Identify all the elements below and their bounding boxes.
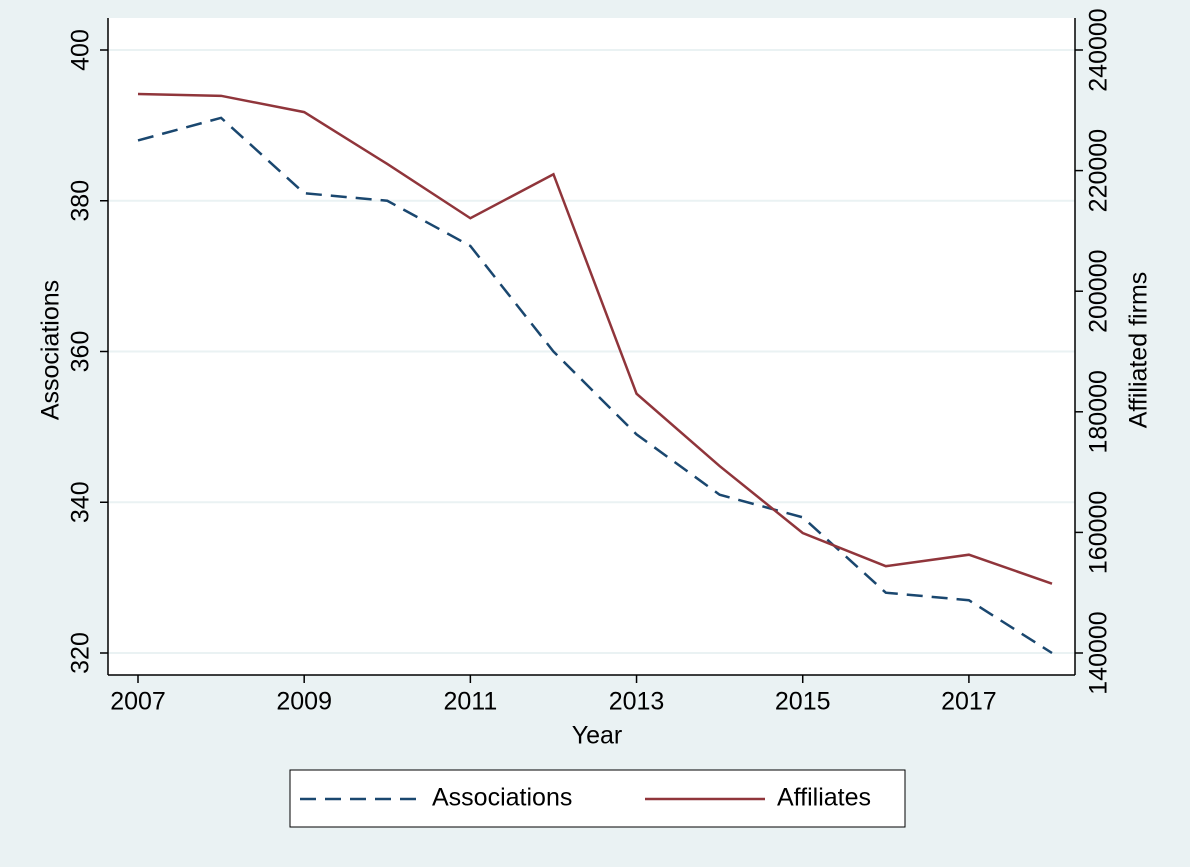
legend-label: Associations [432, 784, 572, 812]
x-tick-label: 2015 [775, 688, 831, 716]
legend-label: Affiliates [777, 784, 871, 812]
legend-box [289, 769, 906, 828]
x-tick-label: 2017 [941, 688, 997, 716]
y2-tick-label: 180000 [1085, 370, 1113, 453]
plot-area [108, 18, 1075, 675]
x-axis-title: Year [572, 722, 623, 750]
y2-tick-label: 200000 [1085, 249, 1113, 332]
x-tick-label: 2009 [276, 688, 332, 716]
y-tick-label: 380 [67, 180, 95, 222]
y-tick-label: 320 [67, 632, 95, 674]
y-axis-title: Associations [37, 280, 65, 420]
y2-tick-label: 160000 [1085, 491, 1113, 574]
y-tick-label: 360 [67, 331, 95, 373]
y-tick-label: 340 [67, 481, 95, 523]
series-line [137, 116, 1053, 655]
y2-tick-label: 220000 [1085, 129, 1113, 212]
x-tick-label: 2007 [110, 688, 166, 716]
series-line [137, 92, 1053, 585]
x-tick-label: 2013 [609, 688, 665, 716]
y2-tick-label: 240000 [1085, 8, 1113, 91]
y-tick-label: 400 [67, 29, 95, 71]
y2-axis-title: Affiliated firms [1125, 272, 1153, 429]
x-tick-label: 2011 [443, 688, 497, 716]
y2-tick-label: 140000 [1085, 611, 1113, 694]
